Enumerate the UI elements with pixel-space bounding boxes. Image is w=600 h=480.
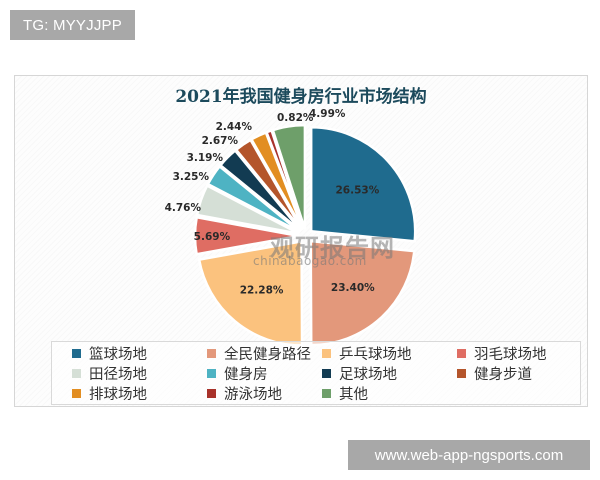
pie-slice [218,148,303,233]
pie-slice [206,164,301,234]
legend-item: 足球场地 [322,363,397,383]
slice-label: 3.25% [173,171,210,183]
pie-slice [271,123,307,230]
legend-item: 田径场地 [72,363,147,383]
pie-slice [195,183,300,235]
slice-label: 4.99% [309,108,346,120]
legend-label: 篮球场地 [89,346,147,363]
pie-slice [264,128,305,230]
header-tag: TG: MYYJJPP [10,10,135,40]
legend-swatch-icon [207,388,216,398]
chart-title: 2021年我国健身房行业市场结构 [175,87,427,107]
legend-item: 全民健身路径 [207,343,311,363]
legend-item: 健身步道 [457,363,532,383]
chart-legend: 篮球场地 全民健身路径 乒乓球场地 羽毛球场地田径场地 健身房 足球场地 健身步道排球场地 游… [51,341,581,405]
legend-swatch-icon [457,348,466,358]
legend-item: 羽毛球场地 [457,343,547,363]
slice-label: 0.82% [277,112,314,124]
legend-label: 其他 [339,386,368,403]
legend-item: 其他 [322,383,368,403]
legend-label: 健身步道 [474,366,532,383]
legend-swatch-icon [72,388,81,398]
watermark-en: chinabaogao.com [253,254,367,268]
legend-swatch-icon [457,368,466,378]
slice-label: 22.28% [240,284,284,296]
legend-item: 健身房 [207,363,268,383]
slice-label: 3.19% [187,152,224,164]
chart-frame: 2021年我国健身房行业市场结构 26.53% 23.40% 22.28% 5.69%… [14,75,588,407]
legend-item: 游泳场地 [207,383,282,403]
legend-label: 足球场地 [339,366,397,383]
slice-label: 23.40% [331,282,375,294]
legend-label: 乒乓球场地 [339,346,412,363]
slice-label: 2.44% [216,121,253,133]
legend-label: 健身房 [224,366,268,383]
legend-item: 篮球场地 [72,343,147,363]
legend-swatch-icon [207,368,216,378]
footer-tag: www.web-app-ngsports.com [348,440,590,470]
legend-swatch-icon [72,368,81,378]
legend-item: 乒乓球场地 [322,343,412,363]
slice-label: 2.67% [202,135,239,147]
legend-label: 全民健身路径 [224,346,311,363]
legend-label: 田径场地 [89,366,147,383]
legend-swatch-icon [322,368,331,378]
slice-label: 4.76% [165,202,202,214]
pie-slice [309,126,417,243]
legend-swatch-icon [322,348,331,358]
legend-swatch-icon [207,348,216,358]
legend-swatch-icon [72,348,81,358]
slice-label: 26.53% [335,184,379,196]
legend-swatch-icon [322,388,331,398]
legend-label: 游泳场地 [224,386,282,403]
pie-slice [193,215,300,256]
slice-label: 5.69% [194,231,231,243]
legend-label: 羽毛球场地 [474,346,547,363]
legend-item: 排球场地 [72,383,147,403]
legend-label: 排球场地 [89,386,147,403]
watermark-cn: 观研报告网 [270,234,395,262]
